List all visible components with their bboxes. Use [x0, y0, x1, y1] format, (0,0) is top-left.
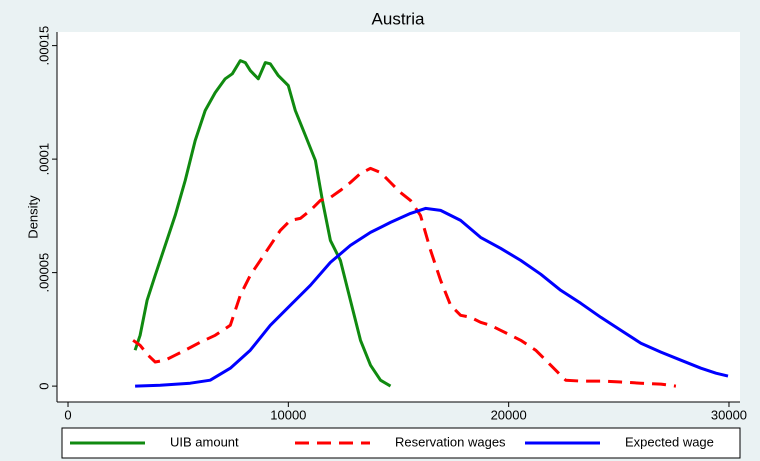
- legend-label: UIB amount: [170, 434, 239, 449]
- x-tick-label: 0: [64, 407, 71, 422]
- y-tick-label: .0001: [36, 143, 51, 176]
- legend: [61, 427, 741, 459]
- y-axis-label: Density: [25, 195, 40, 239]
- x-tick-label: 30000: [711, 407, 747, 422]
- legend-label: Expected wage: [625, 434, 714, 449]
- y-tick-label: .00005: [36, 253, 51, 293]
- plot-area: [57, 32, 740, 402]
- x-tick-label: 10000: [270, 407, 306, 422]
- legend-label: Reservation wages: [395, 434, 506, 449]
- series-line: [133, 59, 392, 388]
- x-tick-label: 20000: [491, 407, 527, 422]
- series-line: [132, 166, 677, 388]
- y-tick-label: 0: [36, 382, 51, 389]
- series-line: [135, 206, 729, 388]
- y-tick-label: .00015: [36, 26, 51, 66]
- chart-title: Austria: [372, 9, 425, 28]
